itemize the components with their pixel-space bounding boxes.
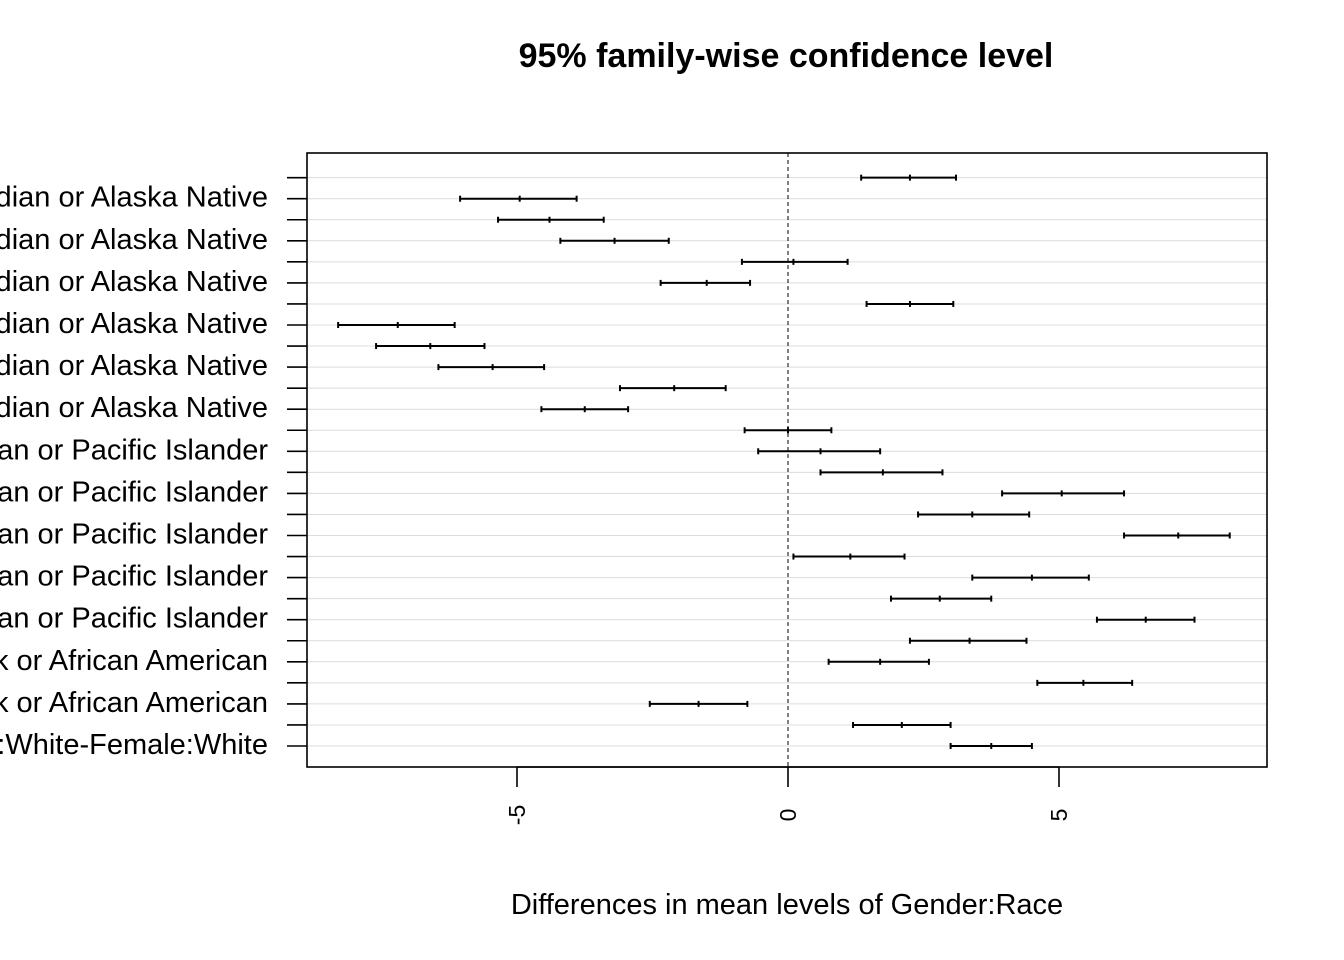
horizontal-grid xyxy=(307,177,1267,747)
intervals xyxy=(337,174,1231,749)
y-tick-label: Indian or Alaska Native xyxy=(0,224,268,256)
x-tick-label: -5 xyxy=(504,805,530,825)
y-axis: Indian or Alaska Native Indian or Alaska … xyxy=(0,176,307,761)
y-tick-label: Indian or Alaska Native xyxy=(0,308,268,340)
x-axis-label: Differences in mean levels of Gender:Rac… xyxy=(511,889,1063,921)
y-tick-label: Indian or Alaska Native xyxy=(0,266,268,298)
y-tick-label: Indian or Alaska Native xyxy=(0,182,268,214)
y-tick-label: ack or African American xyxy=(0,687,268,719)
y-tick-label: Asian or Pacific Islander xyxy=(0,603,268,635)
y-tick-label: ack or African American xyxy=(0,645,268,677)
y-tick-label: Asian or Pacific Islander xyxy=(0,519,268,551)
x-axis: -5 0 5 xyxy=(504,766,1072,825)
y-tick-label: Asian or Pacific Islander xyxy=(0,561,268,593)
y-tick-label: Asian or Pacific Islander xyxy=(0,434,268,466)
y-tick-label: Indian or Alaska Native xyxy=(0,350,268,382)
y-tick-label: Asian or Pacific Islander xyxy=(0,476,268,508)
y-tick-label: ale:White-Female:White xyxy=(0,729,268,761)
plot-frame xyxy=(306,152,1268,768)
chart-title: 95% family-wise confidence level xyxy=(519,37,1054,75)
x-tick-label: 5 xyxy=(1046,809,1072,822)
x-tick-label: 0 xyxy=(775,809,801,822)
y-tick-label: Indian or Alaska Native xyxy=(0,392,268,424)
